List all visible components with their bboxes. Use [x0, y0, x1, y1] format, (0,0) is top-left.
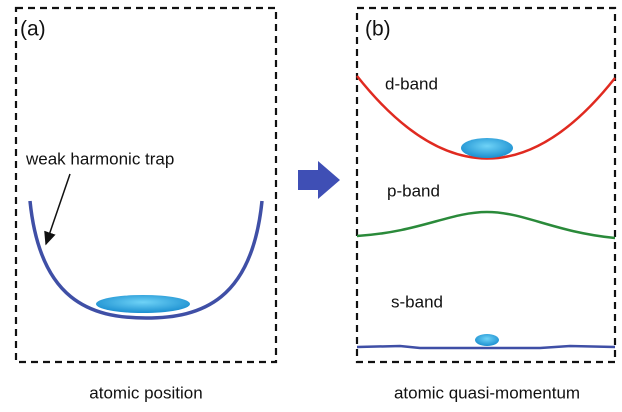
band-label: d-band: [385, 74, 438, 93]
figure: (a) weak harmonic trap atomic position (…: [0, 0, 622, 412]
atom-cloud: [461, 138, 513, 158]
annotation-arrow: [46, 174, 70, 244]
transition-arrow: [298, 161, 340, 199]
band-label: p-band: [387, 181, 440, 200]
band-label: s-band: [391, 292, 443, 311]
panel-label: (a): [20, 18, 46, 41]
annotation: weak harmonic trap: [25, 149, 174, 168]
p-band-curve: [357, 212, 615, 238]
caption: atomic position: [89, 383, 202, 402]
panel-label: (b): [365, 18, 391, 41]
s-band-curve: [357, 346, 615, 348]
atom-cloud: [475, 334, 499, 346]
atom-cloud: [96, 295, 190, 313]
caption: atomic quasi-momentum: [394, 383, 580, 402]
